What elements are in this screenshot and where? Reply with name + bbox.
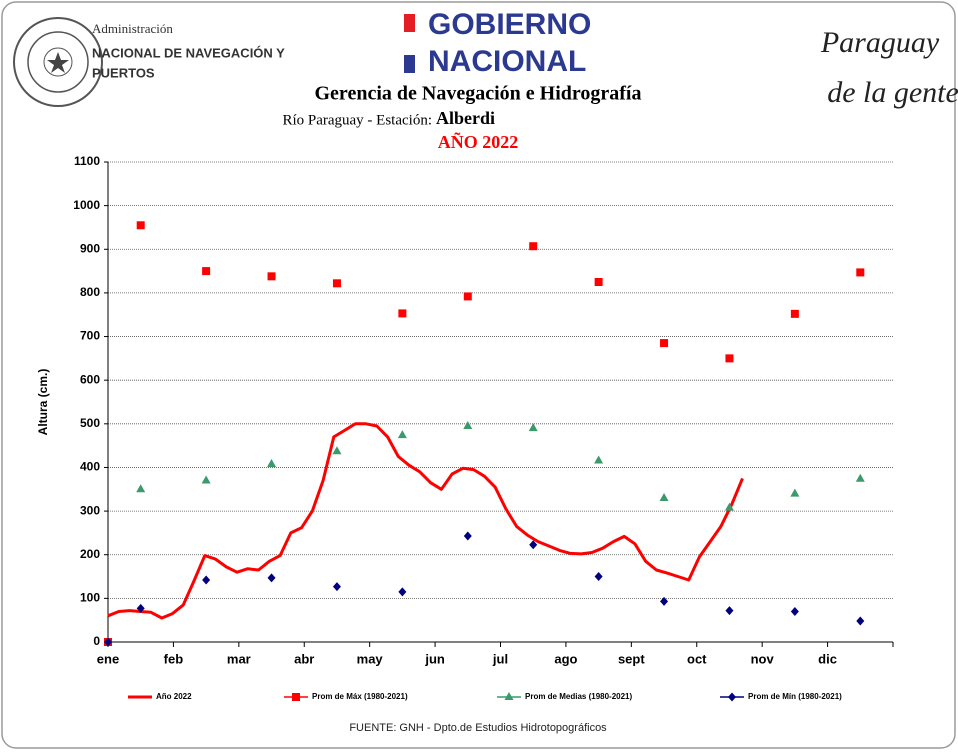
data-point [397, 430, 407, 439]
data-point [856, 268, 865, 277]
x-tick-label: ene [97, 651, 119, 666]
data-point [529, 242, 538, 251]
data-point [201, 475, 211, 484]
data-point [790, 309, 799, 318]
data-point [725, 606, 734, 616]
x-tick-label: sept [618, 651, 645, 666]
y-tick-label: 800 [80, 285, 100, 299]
station: Alberdi [436, 108, 495, 128]
y-tick-label: 0 [93, 634, 100, 648]
legend-label: Prom de Medias (1980-2021) [525, 692, 632, 701]
y-tick-label: 200 [80, 547, 100, 561]
x-tick-label: jul [492, 651, 508, 666]
y-tick-label: 600 [80, 372, 100, 386]
data-point [594, 278, 603, 286]
slogan: de la gente [827, 76, 958, 109]
x-tick-label: jun [424, 651, 445, 666]
data-point [724, 502, 734, 511]
data-point [398, 587, 407, 597]
data-point [267, 272, 276, 281]
y-tick-label: 1000 [73, 198, 100, 212]
x-tick-label: abr [294, 651, 314, 666]
legend-marker [292, 693, 300, 701]
data-point [659, 493, 669, 501]
y-tick-label: 700 [80, 329, 100, 343]
data-point [594, 455, 604, 464]
agency-text: Administración [92, 21, 173, 36]
x-tick-label: feb [164, 651, 184, 666]
data-point [136, 484, 146, 493]
flag-blue [404, 55, 415, 73]
x-tick-label: may [357, 651, 384, 666]
legend-marker [504, 692, 514, 700]
data-point [332, 582, 341, 592]
x-tick-label: mar [227, 651, 251, 666]
data-point [790, 488, 800, 497]
data-point [332, 446, 342, 455]
data-point [332, 279, 341, 288]
chart-title: Gerencia de Navegación e Hidrografía [315, 83, 642, 105]
y-tick-label: 100 [80, 591, 100, 605]
data-point [202, 267, 211, 276]
y-axis-label: Altura (cm.) [36, 369, 50, 436]
legend-marker [728, 692, 736, 702]
gov-text: GOBIERNO [428, 8, 591, 41]
gov-text: NACIONAL [428, 45, 586, 78]
x-tick-label: nov [751, 651, 775, 666]
data-point [202, 575, 211, 585]
legend-label: Prom de Mín (1980-2021) [748, 692, 842, 701]
data-point [463, 531, 472, 541]
x-tick-label: ago [554, 651, 577, 666]
data-point [136, 221, 145, 230]
data-point [104, 637, 112, 647]
slogan: Paraguay [820, 26, 940, 59]
y-tick-label: 1100 [74, 154, 100, 168]
data-point [267, 573, 276, 583]
data-point [463, 292, 472, 301]
data-point [529, 540, 538, 550]
data-point [856, 616, 865, 626]
data-point [528, 423, 538, 432]
data-point [855, 473, 865, 482]
x-tick-label: dic [818, 651, 837, 666]
legend-label: Año 2022 [156, 692, 192, 701]
emblem [13, 17, 103, 107]
y-tick-label: 500 [80, 416, 100, 430]
subtitle: Río Paraguay - Estación: [282, 112, 432, 128]
data-point [463, 421, 473, 429]
footer: FUENTE: GNH - Dpto.de Estudios Hidrotopo… [349, 722, 607, 734]
x-tick-label: oct [687, 651, 707, 666]
data-point [660, 339, 669, 348]
data-point [660, 596, 669, 606]
legend-label: Prom de Máx (1980-2021) [312, 692, 408, 701]
data-point [136, 603, 145, 613]
data-point [790, 606, 799, 616]
agency-text: PUERTOS [92, 65, 155, 80]
data-point [594, 572, 603, 582]
y-tick-label: 400 [80, 460, 100, 474]
data-point [267, 458, 277, 467]
data-point [398, 309, 407, 318]
flag-red [404, 14, 415, 32]
y-tick-label: 900 [80, 241, 100, 255]
y-tick-label: 300 [80, 503, 100, 517]
year-label: AÑO 2022 [438, 131, 519, 152]
agency-text: NACIONAL DE NAVEGACIÓN Y [92, 45, 285, 60]
data-line [107, 422, 744, 620]
data-point [725, 354, 734, 363]
